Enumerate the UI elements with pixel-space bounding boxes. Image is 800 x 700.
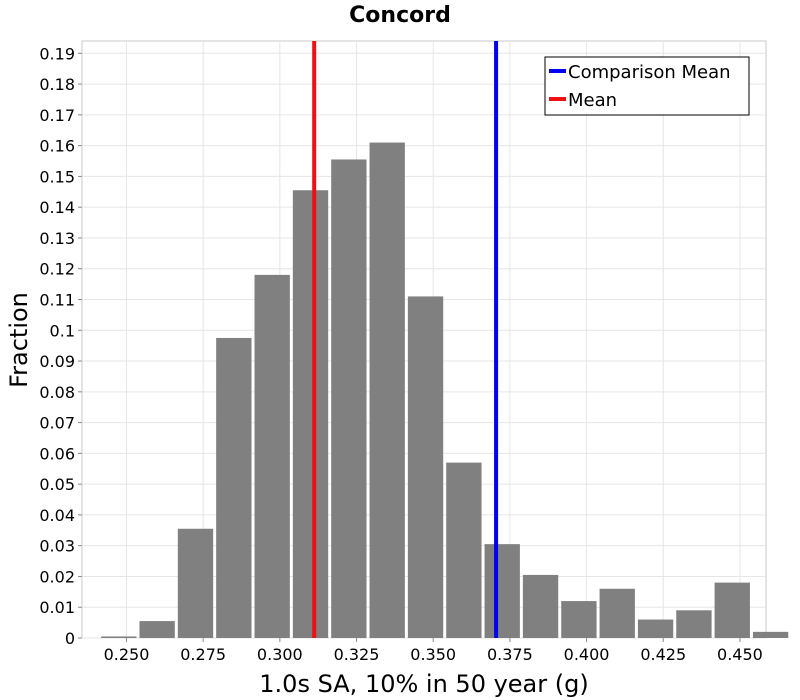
mean-lines	[312, 41, 499, 638]
y-tick-label: 0.02	[39, 567, 75, 586]
y-tick-label: 0.05	[39, 475, 75, 494]
legend-box	[544, 56, 750, 116]
x-tick-label: 0.275	[180, 645, 226, 664]
histogram-bar	[254, 274, 290, 638]
x-tick-label: 0.300	[257, 645, 303, 664]
y-axis-label: Fraction	[5, 292, 33, 388]
y-tick-label: 0.19	[39, 44, 75, 63]
y-tick-label: 0.15	[39, 167, 75, 186]
x-tick-label: 0.450	[717, 645, 763, 664]
x-axis-ticks: 0.250 0.275 0.300 0.325 0.350 0.375 0.400 0.425…	[104, 638, 763, 664]
histogram-bar	[369, 142, 405, 638]
histogram-bar	[101, 636, 137, 638]
y-tick-label: 0.13	[39, 229, 75, 248]
histogram-bar	[446, 462, 482, 638]
y-tick-label: 0.03	[39, 537, 75, 556]
histogram-bar	[292, 190, 329, 638]
y-tick-label: 0.09	[39, 352, 75, 371]
histogram-bars	[101, 142, 789, 638]
x-tick-label: 0.425	[640, 645, 686, 664]
y-tick-label: 0	[65, 629, 75, 648]
legend-label-comparison-mean: Comparison Mean	[568, 62, 731, 83]
x-tick-label: 0.350	[410, 645, 456, 664]
y-tick-label: 0.01	[39, 598, 75, 617]
y-tick-label: 0.16	[39, 137, 75, 156]
x-tick-label: 0.400	[564, 645, 610, 664]
x-tick-label: 0.325	[334, 645, 380, 664]
y-tick-label: 0.07	[39, 414, 75, 433]
y-tick-label: 0.04	[39, 506, 75, 525]
y-tick-label: 0.12	[39, 260, 75, 279]
y-tick-label: 0.06	[39, 444, 75, 463]
legend: Comparison Mean Mean	[544, 56, 750, 116]
histogram-bar	[561, 601, 597, 638]
histogram-bar	[599, 588, 635, 638]
y-tick-label: 0.14	[39, 198, 75, 217]
y-tick-label: 0.17	[39, 106, 75, 125]
y-tick-label: 0.18	[39, 75, 75, 94]
histogram-bar	[177, 528, 214, 638]
histogram-bar	[139, 621, 175, 638]
histogram-bar	[637, 619, 674, 638]
histogram-bar	[522, 574, 559, 638]
y-tick-label: 0.11	[39, 290, 75, 309]
histogram-bar	[676, 610, 712, 638]
histogram-bar	[216, 337, 252, 638]
histogram-bar	[331, 159, 367, 638]
histogram-bar	[714, 582, 750, 638]
y-tick-label: 0.08	[39, 383, 75, 402]
y-axis-ticks: 0 0.01 0.02 0.03 0.04 0.05 0.06 0.07 0.08 0.09 0.1…	[39, 44, 82, 648]
x-tick-label: 0.375	[487, 645, 533, 664]
chart-title: Concord	[349, 3, 451, 28]
x-tick-label: 0.250	[104, 645, 150, 664]
x-axis-label: 1.0s SA, 10% in 50 year (g)	[259, 670, 588, 698]
histogram-bar	[752, 631, 789, 638]
y-tick-label: 0.1	[50, 321, 75, 340]
histogram-bar	[484, 544, 520, 638]
histogram-bar	[407, 296, 444, 638]
legend-label-mean: Mean	[568, 90, 617, 111]
